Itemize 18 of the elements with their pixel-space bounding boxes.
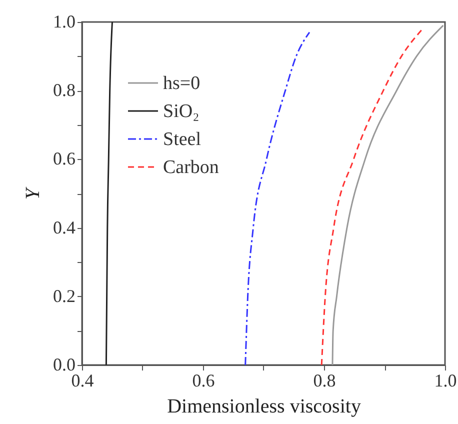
y-tick-label: 1.0	[53, 12, 76, 32]
y-tick-label: 0.8	[53, 80, 76, 100]
legend-label: Carbon	[163, 157, 220, 178]
y-tick-label: 0.2	[53, 286, 76, 306]
x-axis-title: Dimensionless viscosity	[167, 396, 361, 418]
legend-label: SiO₂	[163, 101, 200, 122]
y-tick-label: 0.6	[53, 148, 76, 169]
line-series	[320, 28, 424, 366]
y-axis-title: Y	[22, 186, 44, 200]
legend-label: hs=0	[163, 73, 200, 94]
line-series	[332, 24, 444, 366]
line-series	[244, 32, 310, 366]
line-series	[105, 21, 113, 366]
x-tick-label: 0.8	[313, 370, 336, 390]
legend-label: Steel	[163, 129, 201, 150]
x-tick-label: 1.0	[434, 370, 457, 390]
y-tick-label: 0.4	[53, 217, 76, 238]
x-tick-label: 0.6	[192, 370, 215, 390]
